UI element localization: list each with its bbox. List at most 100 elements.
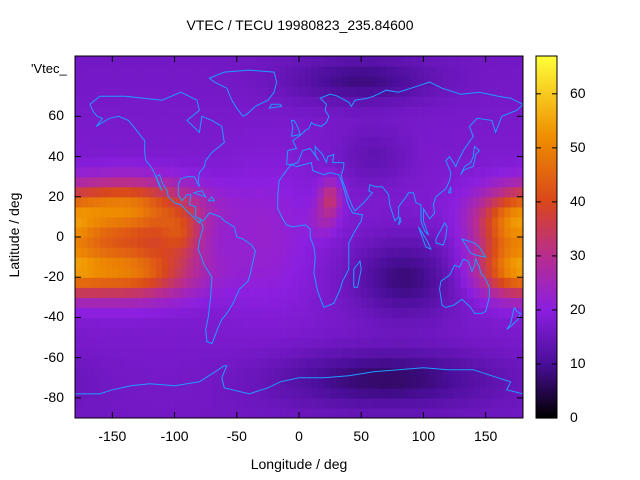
heatmap-cell [311, 317, 319, 329]
heatmap-cell [330, 216, 337, 228]
colorbar-swatch [536, 336, 557, 339]
heatmap-cell [224, 126, 232, 138]
heatmap-cell [367, 196, 375, 208]
heatmap-cell [442, 76, 449, 87]
heatmap-cell [243, 96, 250, 107]
heatmap-cell [280, 136, 288, 148]
heatmap-cell [417, 216, 425, 228]
heatmap-cell [442, 126, 449, 138]
heatmap-cell [180, 216, 188, 228]
heatmap-cell [218, 237, 225, 248]
heatmap-cell [124, 327, 132, 339]
colorbar-swatch [536, 136, 557, 139]
heatmap-cell [112, 247, 120, 258]
heatmap-cell [236, 237, 244, 248]
heatmap-cell [423, 377, 431, 389]
heatmap-cell [280, 106, 288, 117]
heatmap-cell [255, 367, 263, 379]
colorbar-swatch [536, 310, 557, 313]
heatmap-cell [131, 327, 138, 339]
heatmap-cell [112, 96, 120, 107]
heatmap-cell [211, 96, 219, 107]
heatmap-cell [311, 116, 319, 127]
heatmap-cell [224, 186, 232, 198]
heatmap-cell [205, 86, 213, 97]
heatmap-cell [442, 56, 449, 67]
heatmap-cell [112, 196, 120, 208]
heatmap-cell [155, 226, 163, 238]
heatmap-cell [255, 347, 263, 359]
heatmap-cell [311, 56, 319, 67]
heatmap-cell [267, 347, 275, 359]
heatmap-cell [193, 226, 201, 238]
heatmap-cell [423, 347, 431, 359]
heatmap-cell [504, 146, 512, 158]
heatmap-cell [442, 377, 449, 389]
heatmap-cell [187, 156, 194, 168]
heatmap-cell [435, 257, 443, 268]
heatmap-cell [336, 176, 344, 188]
heatmap-cell [398, 407, 406, 418]
heatmap-cell [280, 407, 288, 418]
heatmap-cell [348, 237, 356, 248]
heatmap-cell [404, 337, 412, 349]
heatmap-cell [75, 277, 82, 288]
heatmap-cell [75, 387, 82, 399]
colorbar-swatch [536, 118, 557, 121]
heatmap-cell [205, 186, 213, 198]
heatmap-cell [87, 317, 95, 329]
heatmap-cell [99, 307, 107, 319]
heatmap-cell [274, 347, 281, 359]
heatmap-cell [81, 76, 89, 87]
heatmap-cell [286, 357, 294, 369]
heatmap-cell [423, 307, 431, 319]
colorbar-swatch [536, 216, 557, 219]
heatmap-cell [373, 277, 381, 288]
colorbar-swatch [536, 328, 557, 331]
heatmap-cell [373, 146, 381, 158]
heatmap-cell [199, 237, 207, 248]
heatmap-cell [211, 136, 219, 148]
colorbar-swatch [536, 360, 557, 363]
heatmap-cell [187, 297, 194, 308]
heatmap-cell [367, 307, 375, 319]
heatmap-cell [224, 287, 232, 298]
heatmap-cell [454, 307, 462, 319]
heatmap-cell [342, 287, 350, 298]
heatmap-cell [411, 387, 418, 399]
colorbar-swatch [536, 152, 557, 155]
heatmap-cell [286, 247, 294, 258]
heatmap-cell [373, 337, 381, 349]
heatmap-cell [75, 237, 82, 248]
colorbar-swatch [536, 282, 557, 285]
heatmap-cell [75, 257, 82, 268]
heatmap-cell [386, 206, 393, 218]
heatmap-cell [218, 186, 225, 198]
heatmap-cell [255, 287, 263, 298]
heatmap-cell [485, 367, 493, 379]
heatmap-cell [230, 176, 238, 188]
heatmap-cell [323, 257, 331, 268]
heatmap-cell [224, 146, 232, 158]
heatmap-cell [261, 407, 269, 418]
heatmap-cell [112, 377, 120, 389]
heatmap-cell [75, 247, 82, 258]
heatmap-cell [454, 387, 462, 399]
heatmap-cell [261, 277, 269, 288]
heatmap-cell [205, 407, 213, 418]
heatmap-cell [398, 136, 406, 148]
x-tick-label: 50 [353, 428, 369, 444]
heatmap-cell [361, 216, 369, 228]
heatmap-cell [286, 186, 294, 198]
heatmap-cell [392, 116, 400, 127]
heatmap-cell [398, 176, 406, 188]
heatmap-cell [516, 317, 523, 329]
heatmap-cell [311, 136, 319, 148]
heatmap-cell [467, 317, 474, 329]
heatmap-cell [417, 76, 425, 87]
colorbar-swatch [536, 392, 557, 395]
heatmap-cell [392, 216, 400, 228]
y-tick-label: -40 [43, 308, 64, 325]
heatmap-cell [274, 136, 281, 148]
